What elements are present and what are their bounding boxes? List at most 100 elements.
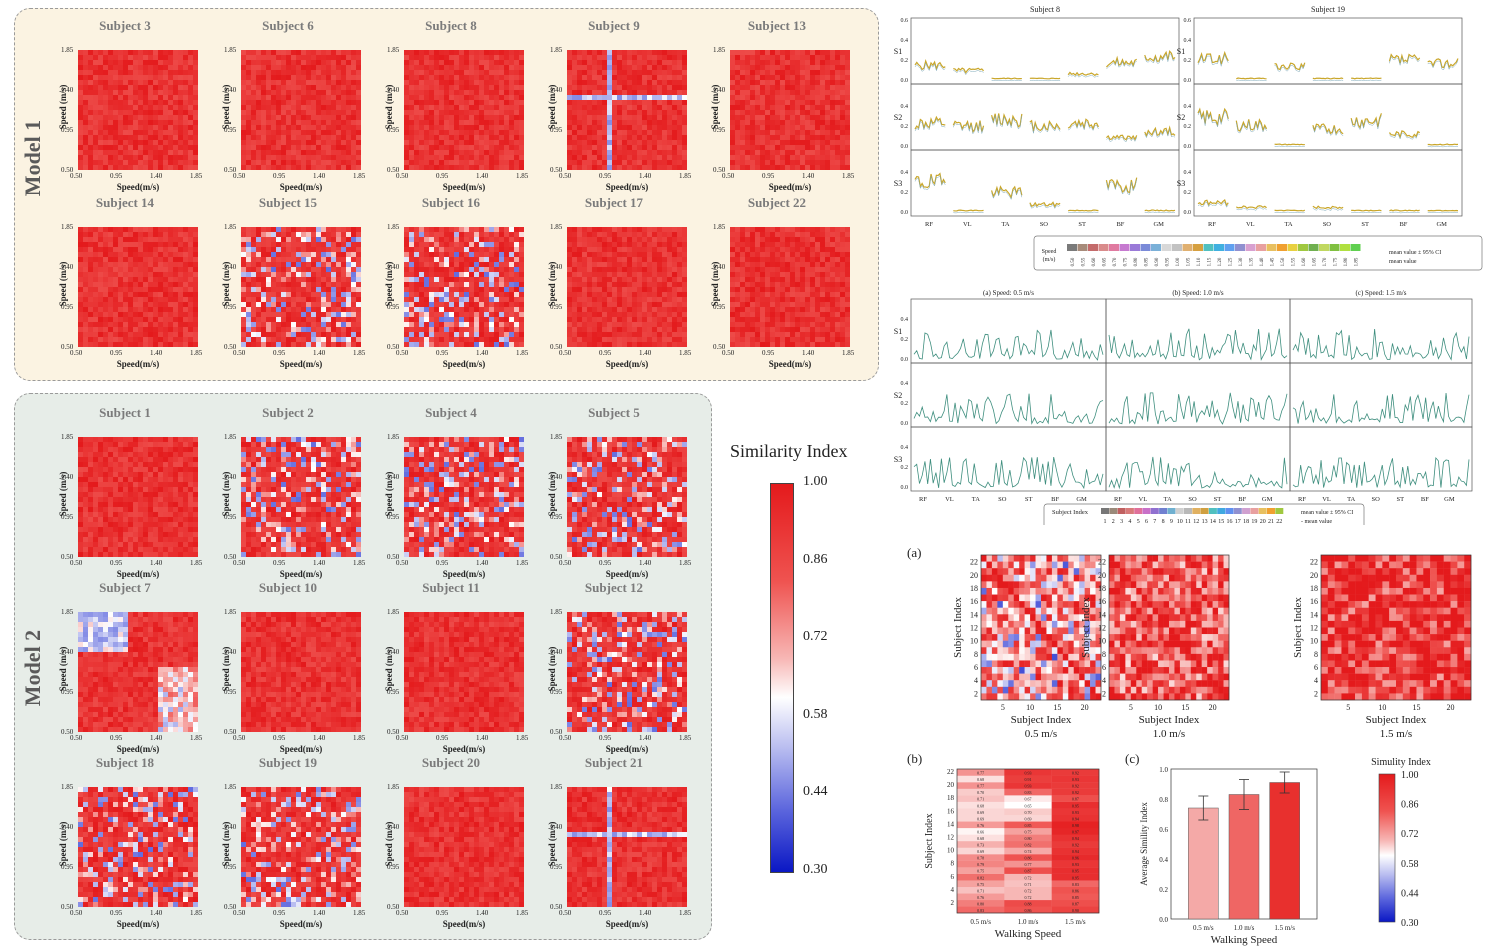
matrix-cell — [246, 160, 252, 166]
matrix-cell — [519, 115, 524, 121]
matrix-cell — [730, 145, 736, 151]
matrix-cell — [469, 282, 475, 288]
matrix-cell — [677, 125, 683, 131]
matrix-cell — [276, 297, 282, 303]
matrix-cell — [785, 155, 791, 161]
matrix-cell — [311, 242, 317, 248]
matrix-cell — [484, 232, 490, 238]
matrix-cell — [148, 322, 154, 328]
matrix-cell — [143, 282, 149, 288]
matrix-cell — [143, 165, 149, 170]
matrix-cell — [805, 140, 811, 146]
matrix-cell — [251, 252, 257, 258]
matrix-cell — [514, 80, 520, 86]
matrix-cell — [750, 120, 756, 126]
matrix-cell — [840, 165, 846, 170]
matrix-cell — [108, 327, 114, 333]
matrix-cell — [444, 50, 450, 56]
matrix-cell — [454, 160, 460, 166]
matrix-cell — [356, 292, 361, 298]
matrix-cell — [449, 100, 455, 106]
matrix-cell — [88, 160, 94, 166]
matrix-cell — [577, 90, 583, 96]
subject-heatmap: Subject 17 Speed (m/s) Speed(m/s) 0.50 0.50 0… — [534, 195, 694, 370]
matrix-cell — [286, 165, 292, 170]
matrix-cell — [509, 130, 515, 136]
matrix-cell — [577, 145, 583, 151]
matrix-cell — [321, 277, 327, 283]
matrix-cell — [652, 282, 658, 288]
matrix-cell — [188, 115, 194, 121]
matrix-cell — [168, 317, 174, 323]
matrix-cell — [138, 242, 144, 248]
matrix-cell — [301, 312, 307, 318]
matrix-cell — [291, 120, 297, 126]
matrix-cell — [341, 85, 347, 91]
matrix-cell — [311, 80, 317, 86]
matrix-cell — [454, 85, 460, 91]
x-tick-label: 1.85 — [353, 172, 366, 180]
y-tick-label: 1.85 — [61, 46, 74, 54]
x-tick-label: 0.95 — [110, 172, 123, 180]
matrix-cell — [83, 262, 89, 268]
matrix-cell — [449, 227, 455, 233]
matrix-cell — [78, 140, 84, 146]
matrix-cell — [311, 105, 317, 111]
matrix-cell — [642, 262, 648, 268]
matrix-cell — [454, 277, 460, 283]
similarity-matrix — [404, 227, 524, 347]
matrix-cell — [424, 237, 430, 243]
matrix-cell — [667, 120, 673, 126]
matrix-cell — [133, 297, 139, 303]
matrix-cell — [98, 262, 104, 268]
matrix-cell — [464, 130, 470, 136]
matrix-cell — [291, 337, 297, 343]
matrix-cell — [622, 80, 628, 86]
matrix-cell — [642, 277, 648, 283]
matrix-cell — [730, 65, 736, 71]
matrix-cell — [178, 60, 184, 66]
matrix-cell — [444, 60, 450, 66]
matrix-cell — [845, 80, 850, 86]
matrix-cell — [148, 227, 154, 233]
matrix-cell — [419, 155, 425, 161]
matrix-cell — [168, 120, 174, 126]
matrix-cell — [123, 292, 129, 298]
matrix-cell — [434, 237, 440, 243]
matrix-cell — [662, 160, 668, 166]
matrix-cell — [246, 332, 252, 338]
matrix-cell — [173, 50, 179, 56]
matrix-cell — [489, 100, 495, 106]
matrix-cell — [138, 155, 144, 161]
matrix-cell — [494, 85, 500, 91]
matrix-cell — [514, 282, 520, 288]
matrix-cell — [617, 60, 623, 66]
matrix-cell — [193, 85, 198, 91]
matrix-cell — [444, 125, 450, 131]
matrix-cell — [316, 125, 322, 131]
matrix-cell — [439, 130, 445, 136]
matrix-cell — [662, 70, 668, 76]
matrix-cell — [577, 130, 583, 136]
matrix-cell — [735, 75, 741, 81]
matrix-cell — [672, 50, 678, 56]
matrix-cell — [286, 237, 292, 243]
matrix-cell — [464, 165, 470, 170]
matrix-cell — [587, 135, 593, 141]
matrix-cell — [108, 232, 114, 238]
matrix-cell — [667, 150, 673, 156]
matrix-cell — [592, 262, 598, 268]
matrix-cell — [632, 227, 638, 233]
matrix-cell — [800, 85, 806, 91]
matrix-cell — [775, 55, 781, 61]
matrix-cell — [404, 140, 410, 146]
matrix-cell — [88, 272, 94, 278]
matrix-cell — [336, 302, 342, 308]
matrix-cell — [88, 262, 94, 268]
matrix-cell — [153, 322, 159, 328]
matrix-cell — [404, 135, 410, 141]
matrix-cell — [612, 227, 618, 233]
matrix-cell — [805, 120, 811, 126]
matrix-cell — [168, 55, 174, 61]
matrix-cell — [572, 125, 578, 131]
